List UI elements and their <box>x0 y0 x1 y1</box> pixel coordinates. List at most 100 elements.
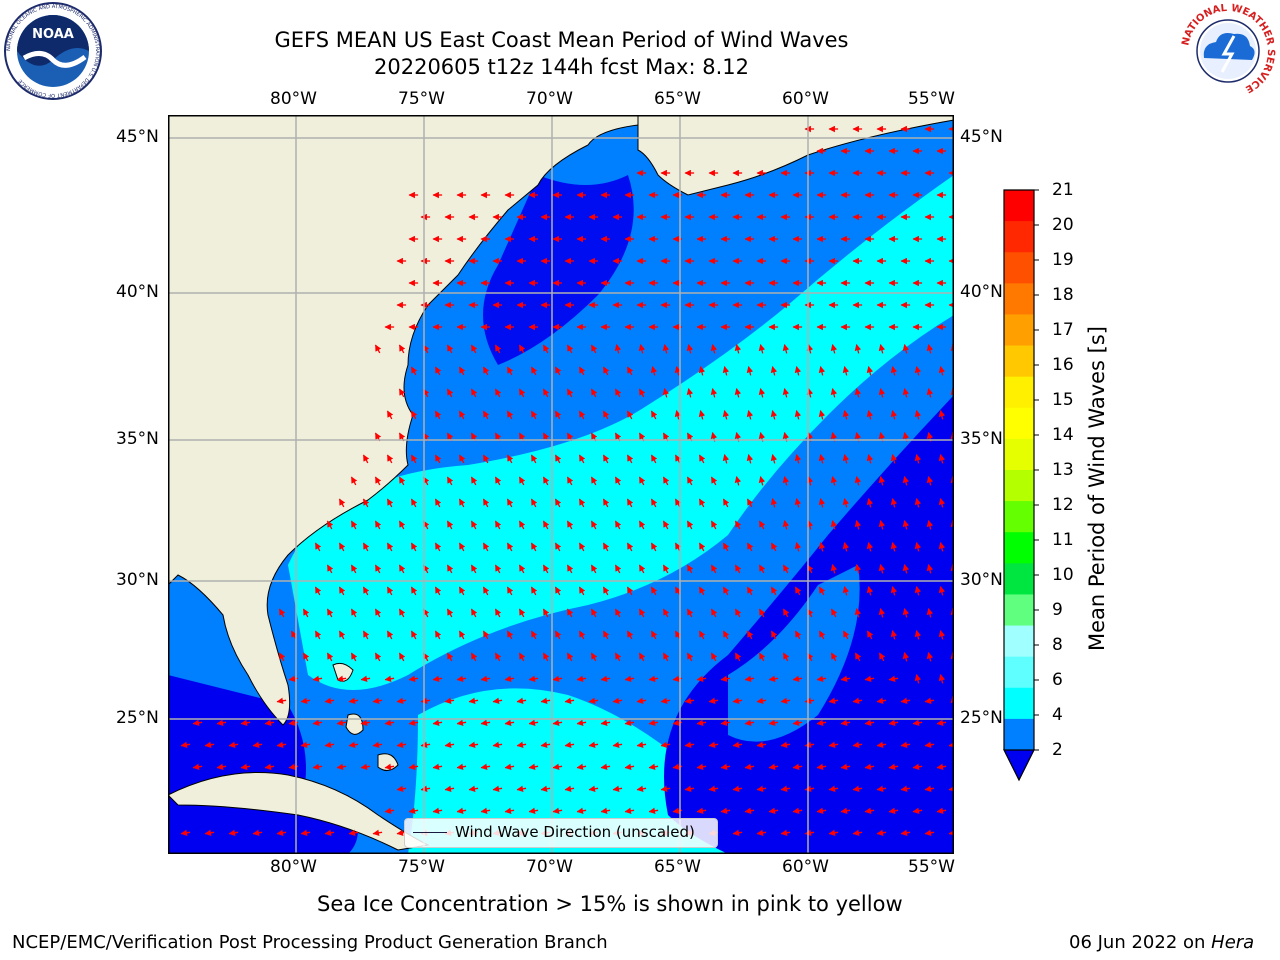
wind-wave-arrow <box>362 498 370 508</box>
wind-wave-arrow <box>528 719 539 727</box>
wind-wave-arrow <box>518 608 526 618</box>
wind-wave-arrow <box>794 630 802 640</box>
wind-wave-arrow <box>866 409 874 420</box>
wind-wave-arrow <box>506 366 514 376</box>
wind-wave-arrow <box>482 498 490 508</box>
wind-wave-arrow <box>540 741 551 749</box>
wind-wave-arrow <box>710 387 718 398</box>
wind-wave-arrow <box>374 608 382 618</box>
wind-wave-arrow <box>494 388 502 398</box>
wind-wave-arrow <box>566 564 574 574</box>
wind-wave-arrow <box>458 454 466 464</box>
wind-wave-arrow <box>662 564 670 574</box>
legend-line-swatch <box>413 832 447 833</box>
wind-wave-arrow <box>626 630 634 640</box>
wind-wave-arrow <box>818 453 826 464</box>
wind-wave-arrow <box>204 829 215 837</box>
wind-wave-arrow <box>684 697 695 705</box>
colorbar-segment <box>1004 656 1034 689</box>
wind-wave-arrow <box>926 563 934 574</box>
wind-wave-arrow <box>326 564 334 574</box>
wind-wave-arrow <box>386 454 394 464</box>
wind-wave-arrow <box>660 785 671 793</box>
wind-wave-arrow <box>782 652 790 662</box>
wind-wave-arrow <box>398 520 406 530</box>
land-us-east <box>168 115 639 726</box>
wind-wave-arrow <box>590 608 598 618</box>
wind-wave-arrow <box>902 343 910 354</box>
wind-wave-arrow <box>336 719 347 727</box>
wind-wave-arrow <box>516 741 527 749</box>
wind-wave-arrow <box>902 563 910 574</box>
wind-wave-arrow <box>482 410 490 420</box>
wind-wave-arrow <box>722 453 730 464</box>
wind-wave-arrow <box>782 608 790 618</box>
wind-wave-arrow <box>324 741 335 749</box>
wind-wave-arrow <box>530 410 538 420</box>
wind-wave-arrow <box>578 542 586 552</box>
wind-wave-arrow <box>564 697 575 705</box>
wind-wave-arrow <box>252 741 263 749</box>
wind-wave-arrow <box>650 498 658 508</box>
wind-wave-arrow <box>408 675 419 683</box>
wind-wave-arrow <box>674 365 682 376</box>
wind-wave-arrow <box>240 719 251 727</box>
wind-wave-arrow <box>312 719 323 727</box>
wind-wave-arrow <box>566 520 574 530</box>
wind-wave-arrow <box>494 564 502 574</box>
wind-wave-arrow <box>504 675 515 683</box>
wind-wave-arrow <box>216 719 227 727</box>
footer-date: 06 Jun 2022 on Hera <box>1069 932 1254 954</box>
wind-wave-arrow <box>300 697 311 705</box>
wind-wave-arrow <box>600 763 611 771</box>
wind-wave-arrow <box>938 673 946 684</box>
wind-wave-arrow <box>890 629 898 640</box>
wind-wave-arrow <box>698 586 706 596</box>
wind-wave-arrow <box>252 829 263 837</box>
wind-wave-arrow <box>470 652 478 662</box>
wind-wave-arrow <box>470 564 478 574</box>
colorbar-segment <box>1004 376 1034 409</box>
wind-wave-arrow <box>650 630 658 640</box>
wind-wave-arrow <box>386 498 394 508</box>
wind-wave-arrow <box>554 498 562 508</box>
wind-wave-arrow <box>842 585 850 596</box>
wind-wave-arrow <box>686 652 694 662</box>
wind-wave-arrow <box>408 807 419 815</box>
colorbar-segment <box>1004 438 1034 471</box>
wind-wave-arrow <box>720 763 731 771</box>
wind-wave-arrow <box>770 497 778 508</box>
wind-wave-arrow <box>542 344 550 354</box>
wind-wave-arrow <box>552 719 563 727</box>
wind-wave-arrow <box>300 829 311 837</box>
wind-wave-arrow <box>840 675 851 683</box>
wind-wave-arrow <box>914 497 922 508</box>
wind-wave-arrow <box>770 453 778 464</box>
wind-wave-arrow <box>674 630 682 640</box>
wind-wave-arrow <box>866 630 874 640</box>
wind-wave-arrow <box>758 564 766 574</box>
wind-wave-arrow <box>830 387 838 398</box>
wind-wave-arrow <box>710 520 718 530</box>
wind-wave-arrow <box>638 343 646 354</box>
wind-wave-arrow <box>566 608 574 618</box>
wind-wave-arrow <box>518 564 526 574</box>
wind-wave-arrow <box>698 542 706 552</box>
wind-wave-arrow <box>600 807 611 815</box>
wind-wave-arrow <box>912 763 923 771</box>
colorbar-segment <box>1004 563 1034 595</box>
colorbar-tick-label: 19 <box>1052 250 1074 270</box>
wind-wave-arrow <box>578 630 586 640</box>
wind-wave-arrow <box>590 520 598 530</box>
wind-wave-arrow <box>506 586 514 596</box>
wind-wave-arrow <box>698 365 706 376</box>
wind-wave-arrow <box>828 785 839 793</box>
wind-wave-arrow <box>638 564 646 574</box>
wind-wave-arrow <box>792 807 803 815</box>
wind-wave-arrow <box>708 785 719 793</box>
wind-wave-arrow <box>660 697 671 705</box>
wind-wave-arrow <box>876 741 887 749</box>
colorbar-segment <box>1004 407 1034 440</box>
colorbar-tick-label: 9 <box>1052 600 1063 620</box>
wind-wave-arrow <box>878 387 886 398</box>
